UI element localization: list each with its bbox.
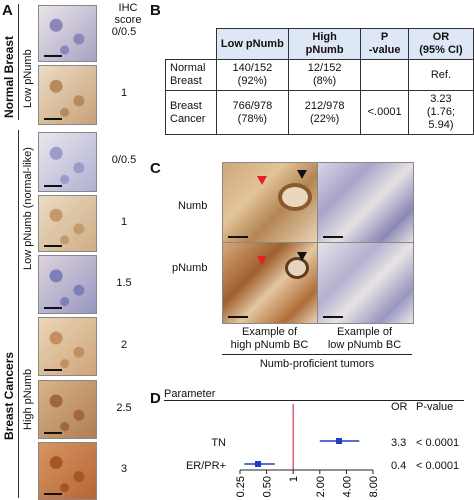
or-value-tn: 3.3 xyxy=(391,437,407,449)
red-arrow-icon xyxy=(257,176,267,185)
ihc-score-6: 2 xyxy=(120,338,128,351)
scale-bar xyxy=(44,185,62,187)
cell-high: 212/978 (22%) xyxy=(287,90,362,135)
scale-bar xyxy=(44,55,62,57)
scale-bar xyxy=(44,369,62,371)
ihc-score-2: 1 xyxy=(120,87,128,99)
x-tick-label: 2.00 xyxy=(315,476,327,497)
col-or: OR xyxy=(391,401,408,413)
scale-bar xyxy=(323,236,343,238)
scale-bar xyxy=(228,236,248,238)
table-header-row: Low pNumb High pNumb P -value OR (95% CI… xyxy=(165,28,474,60)
contingency-table: Low pNumb High pNumb P -value OR (95% CI… xyxy=(165,28,474,135)
p-value-erpr: < 0.0001 xyxy=(416,460,460,472)
ihc-score-3: 0/0.5 xyxy=(111,154,137,166)
row-label: Normal Breast xyxy=(165,59,217,91)
caption-low: Example of low pNumb BC xyxy=(327,326,402,351)
c-image-low-numb xyxy=(317,162,414,244)
or-marker xyxy=(336,438,343,444)
or-marker xyxy=(255,461,262,467)
header-rule xyxy=(164,400,464,401)
low-pnumb-cancer-label: Low pNumb (normal-like) xyxy=(22,147,34,270)
scale-bar xyxy=(228,316,248,318)
breast-cancers-label: Breast Cancers xyxy=(2,351,16,440)
c-image-low-pnumb xyxy=(317,242,414,324)
cell-low: 766/978 (78%) xyxy=(215,90,289,135)
row-label: Breast Cancer xyxy=(165,90,217,135)
black-arrow-icon xyxy=(297,252,307,261)
cell-p xyxy=(360,59,409,91)
panel-a-letter: A xyxy=(2,2,13,19)
scale-bar xyxy=(44,493,62,495)
row-label-pnumb: pNumb xyxy=(172,262,208,274)
ihc-tile-8 xyxy=(38,442,97,500)
ihc-tile-5 xyxy=(38,255,97,314)
table-row: Breast Cancer 766/978 (78%) 212/978 (22%… xyxy=(165,90,474,135)
header-high-pnumb: High pNumb xyxy=(287,28,362,60)
ihc-tile-4 xyxy=(38,195,97,252)
row-label-numb: Numb xyxy=(178,200,208,212)
high-pnumb-label: High pNumb xyxy=(22,368,34,430)
ihc-score-7: 2.5 xyxy=(116,401,132,414)
x-tick-label: 8.00 xyxy=(368,476,380,497)
ihc-tile-2 xyxy=(38,65,97,125)
ihc-tile-6 xyxy=(38,317,97,376)
scale-bar xyxy=(44,245,62,247)
or-value-erpr: 0.4 xyxy=(391,460,407,472)
cell-or: Ref. xyxy=(407,59,474,91)
header-p-value: P -value xyxy=(360,28,409,60)
panel-d-letter: D xyxy=(150,390,161,407)
panel-c-letter: C xyxy=(150,160,161,177)
table-corner xyxy=(165,28,217,60)
x-tick-label: 4.00 xyxy=(341,476,353,497)
header-low-pnumb: Low pNumb xyxy=(215,28,289,60)
ihc-tile-3 xyxy=(38,132,97,192)
ihc-tile-7 xyxy=(38,380,97,439)
ihc-score-1: 0/0.5 xyxy=(111,25,137,38)
cell-high: 12/152 (8%) xyxy=(287,59,362,91)
col-parameter: Parameter xyxy=(164,388,216,400)
x-tick-label: 0.50 xyxy=(262,476,274,497)
low-pnumb-normal-label: Low pNumb xyxy=(22,49,34,108)
cell-p: <.0001 xyxy=(360,90,409,135)
ihc-score-5: 1.5 xyxy=(116,276,132,289)
black-arrow-icon xyxy=(297,170,307,179)
ihc-tile-1 xyxy=(38,5,97,62)
forest-label-erpr: ER/PR+ xyxy=(185,460,226,472)
scale-bar xyxy=(44,118,62,120)
panel-b-letter: B xyxy=(150,2,161,19)
normal-breast-label: Normal Breast xyxy=(2,35,16,118)
scale-bar xyxy=(44,307,62,309)
cell-or: 3.23 (1.76; 5.94) xyxy=(407,90,474,135)
p-value-tn: < 0.0001 xyxy=(416,437,460,449)
normal-breast-bracket xyxy=(18,4,19,120)
breast-cancers-bracket xyxy=(18,130,19,498)
ihc-score-8: 3 xyxy=(120,463,128,475)
footer-label: Numb-proficient tumors xyxy=(259,358,375,370)
scale-bar xyxy=(323,316,343,318)
x-tick-label: 0.25 xyxy=(235,476,247,497)
scale-bar xyxy=(44,432,62,434)
caption-divider xyxy=(222,354,412,355)
x-tick-label: 1 xyxy=(288,476,300,482)
forest-plot: 0.25 0.50 1 2.00 4.00 8.00 xyxy=(235,404,380,497)
c-gland xyxy=(278,183,312,211)
header-or: OR (95% CI) xyxy=(407,28,474,60)
ihc-score-header: IHC score xyxy=(114,2,142,26)
table-row: Normal Breast 140/152 (92%) 12/152 (8%) … xyxy=(165,59,474,91)
col-p: P-value xyxy=(416,401,454,413)
caption-high: Example of high pNumb BC xyxy=(230,326,309,351)
forest-label-tn: TN xyxy=(211,437,226,449)
red-arrow-icon xyxy=(257,256,267,265)
cell-low: 140/152 (92%) xyxy=(215,59,289,91)
ihc-score-4: 1 xyxy=(120,215,128,228)
